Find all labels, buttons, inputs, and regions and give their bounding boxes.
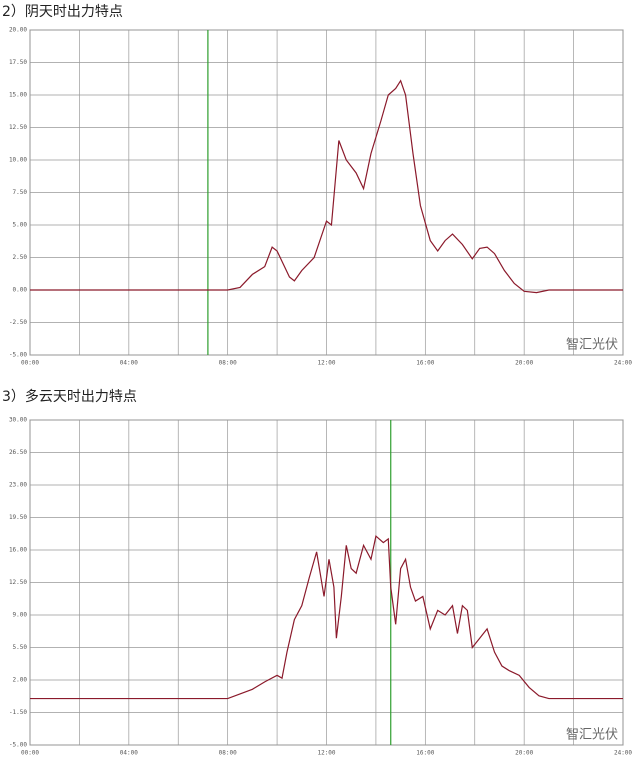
x-tick-label: 12:00 — [317, 360, 335, 367]
y-tick-label: 7.50 — [13, 189, 28, 196]
x-tick-label: 00:00 — [21, 360, 39, 367]
y-tick-label: 16.00 — [9, 547, 27, 554]
y-tick-label: 15.00 — [9, 92, 27, 99]
y-tick-label: 19.50 — [9, 514, 27, 521]
y-tick-label: 2.50 — [13, 254, 28, 261]
y-tick-label: 20.00 — [9, 27, 27, 34]
x-tick-label: 04:00 — [120, 360, 138, 367]
y-tick-label: 5.50 — [13, 644, 28, 651]
y-tick-label: 2.00 — [13, 677, 28, 684]
y-tick-label: 23.00 — [9, 482, 27, 489]
y-tick-label: 17.50 — [9, 59, 27, 66]
x-tick-label: 08:00 — [219, 360, 237, 367]
y-tick-label: -1.50 — [9, 709, 27, 716]
x-tick-label: 16:00 — [416, 360, 434, 367]
x-tick-label: 20:00 — [515, 360, 533, 367]
x-tick-label: 16:00 — [416, 750, 434, 757]
watermark: 智汇光伏 — [566, 338, 618, 353]
y-tick-label: -2.50 — [9, 319, 27, 326]
y-tick-label: 26.50 — [9, 449, 27, 456]
x-tick-label: 00:00 — [21, 750, 39, 757]
y-tick-label: 30.00 — [9, 417, 27, 424]
x-tick-label: 24:00 — [614, 750, 632, 757]
x-tick-label: 24:00 — [614, 360, 632, 367]
y-tick-label: -5.00 — [9, 352, 27, 359]
y-tick-label: 9.00 — [13, 612, 28, 619]
x-tick-label: 20:00 — [515, 750, 533, 757]
y-tick-label: 12.50 — [9, 124, 27, 131]
chart-title: 2）阴天时出力特点 — [2, 4, 123, 20]
data-line — [30, 534, 623, 700]
x-tick-label: 12:00 — [317, 750, 335, 757]
y-tick-label: 10.00 — [9, 157, 27, 164]
y-tick-label: -5.00 — [9, 742, 27, 749]
watermark: 智汇光伏 — [566, 728, 618, 743]
x-tick-label: 08:00 — [219, 750, 237, 757]
data-line — [30, 79, 623, 294]
y-tick-label: 0.00 — [13, 287, 28, 294]
y-tick-label: 12.50 — [9, 579, 27, 586]
chart-title: 3）多云天时出力特点 — [2, 388, 137, 405]
y-tick-label: 5.00 — [13, 222, 28, 229]
x-tick-label: 04:00 — [120, 750, 138, 757]
